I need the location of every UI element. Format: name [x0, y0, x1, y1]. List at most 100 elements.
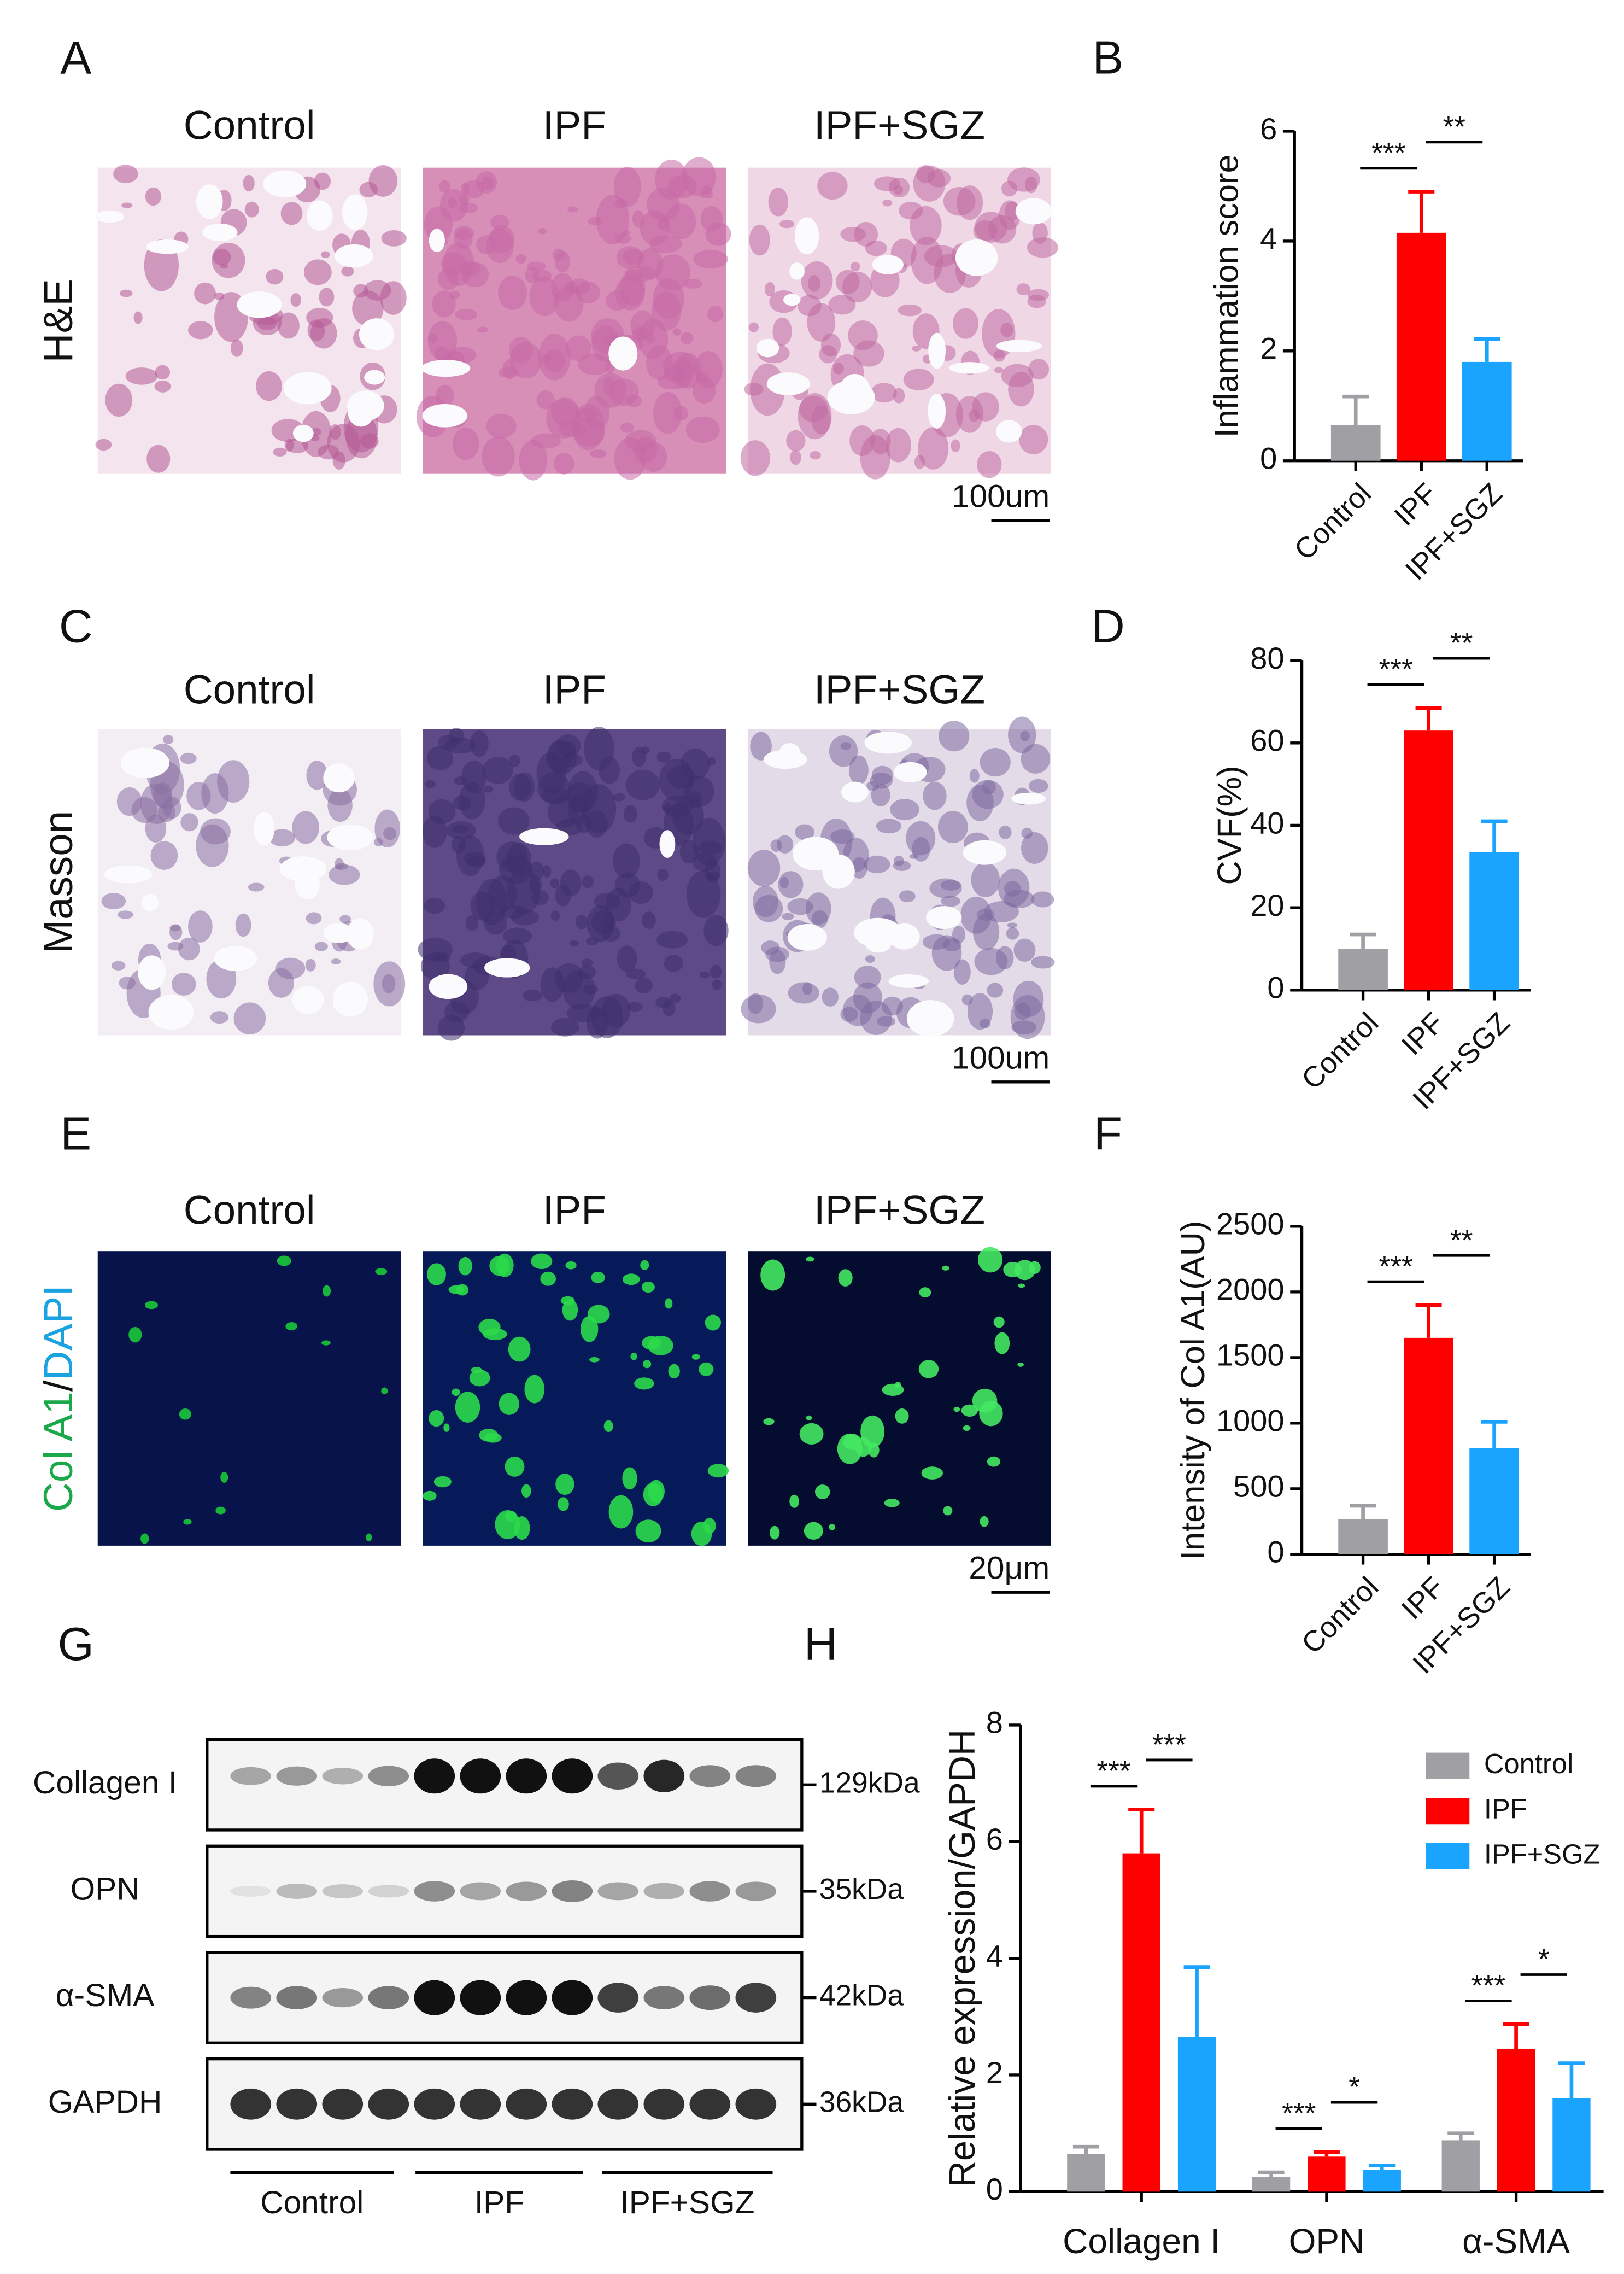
protein-label: OPN: [71, 1871, 140, 1907]
tissue-texture: [903, 369, 934, 390]
y-tick-label: 40: [1250, 805, 1284, 840]
tissue-texture: [452, 428, 479, 460]
blot-band: [552, 1980, 593, 2015]
tissue-texture: [303, 259, 332, 285]
tissue-texture: [581, 958, 593, 967]
tissue-texture: [306, 307, 333, 328]
tissue-texture: [244, 201, 259, 218]
column-label: Control: [184, 666, 315, 712]
alveolar-space: [783, 294, 801, 306]
tissue-texture: [306, 761, 328, 790]
tissue-texture: [876, 819, 902, 834]
tissue-texture: [943, 187, 976, 216]
tissue-texture: [368, 165, 398, 197]
tissue-texture: [155, 365, 171, 380]
blot-band: [276, 1986, 318, 2009]
tissue-texture: [649, 1483, 660, 1495]
tissue-texture: [133, 311, 143, 324]
tissue-texture: [656, 931, 688, 949]
tissue-texture: [1021, 832, 1048, 864]
tissue-texture: [117, 910, 134, 919]
tissue-texture: [882, 200, 893, 207]
tissue-texture: [848, 320, 878, 350]
tissue-texture: [854, 221, 878, 247]
blot-band: [597, 1983, 639, 2013]
tissue-texture: [642, 1336, 661, 1350]
tissue-texture: [700, 972, 710, 978]
tissue-texture: [667, 765, 695, 789]
y-axis-label: Inflammation score: [1207, 154, 1245, 437]
tissue-texture: [635, 1519, 661, 1543]
legend-swatch: [1426, 1798, 1470, 1825]
tissue-texture: [455, 308, 477, 320]
tissue-texture: [850, 261, 860, 272]
tissue-texture: [623, 805, 637, 823]
tissue-texture: [940, 880, 961, 891]
tissue-texture: [380, 281, 407, 315]
tissue-texture: [866, 781, 880, 791]
alveolar-space: [766, 372, 810, 395]
alveolar-space: [519, 828, 569, 845]
tissue-texture: [314, 942, 328, 951]
tissue-texture: [519, 440, 548, 481]
stain-label: Masson: [35, 811, 81, 954]
tissue-texture: [838, 1269, 853, 1287]
tissue-texture: [977, 1247, 1003, 1273]
blot-band: [597, 1882, 639, 1901]
tissue-texture: [552, 249, 565, 261]
tissue-texture: [120, 289, 133, 297]
group-label: IPF+SGZ: [620, 2185, 754, 2220]
tissue-texture: [172, 973, 196, 996]
tissue-texture: [975, 211, 1007, 243]
tissue-texture: [635, 978, 653, 993]
tissue-texture: [426, 746, 454, 771]
tissue-texture: [433, 952, 451, 963]
tissue-texture: [893, 185, 904, 195]
tissue-texture: [811, 910, 828, 928]
blot-band: [460, 1882, 501, 1901]
tissue-texture: [750, 732, 772, 761]
tissue-texture: [550, 878, 560, 888]
tissue-texture: [483, 785, 493, 793]
tissue-texture: [817, 172, 848, 200]
tissue-texture: [305, 958, 316, 972]
tissue-texture: [1028, 779, 1048, 793]
y-tick-label: 8: [986, 1705, 1003, 1740]
panel-letter: C: [59, 601, 93, 653]
y-tick-label: 0: [1267, 1535, 1284, 1569]
bar: [1177, 2037, 1216, 2192]
alveolar-space: [364, 370, 385, 385]
tissue-texture: [1006, 927, 1019, 940]
tissue-texture: [782, 913, 794, 920]
bar: [1552, 2098, 1591, 2192]
tissue-texture: [916, 165, 936, 183]
tissue-texture: [453, 795, 471, 810]
tissue-texture: [540, 1271, 556, 1286]
tissue-texture: [613, 793, 626, 802]
bar: [1122, 1853, 1160, 2192]
tissue-texture: [653, 391, 682, 434]
tissue-texture: [179, 1408, 191, 1420]
tissue-texture: [693, 249, 728, 269]
column-label: IPF+SGZ: [814, 1187, 985, 1233]
tissue-texture: [538, 227, 547, 235]
tissue-texture: [939, 721, 970, 752]
tissue-texture: [220, 1472, 228, 1483]
blot-band: [368, 2088, 409, 2120]
alveolar-space: [120, 747, 169, 778]
tissue-texture: [877, 1016, 896, 1027]
tissue-texture: [455, 1392, 480, 1423]
tissue-texture: [966, 784, 994, 821]
tissue-texture: [912, 346, 921, 352]
tissue-texture: [1027, 237, 1059, 258]
alveolar-space: [288, 379, 324, 394]
significance-label: ***: [1371, 137, 1405, 169]
tissue-texture: [943, 1506, 953, 1516]
protein-label: GAPDH: [48, 2084, 162, 2120]
tissue-texture: [918, 427, 949, 470]
tissue-texture: [290, 293, 302, 307]
tissue-texture: [764, 282, 775, 297]
tissue-texture: [680, 332, 694, 344]
tissue-texture: [331, 958, 341, 964]
tissue-texture: [233, 1002, 266, 1034]
